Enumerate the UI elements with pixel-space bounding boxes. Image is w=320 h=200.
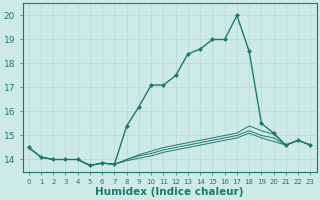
X-axis label: Humidex (Indice chaleur): Humidex (Indice chaleur) — [95, 187, 244, 197]
